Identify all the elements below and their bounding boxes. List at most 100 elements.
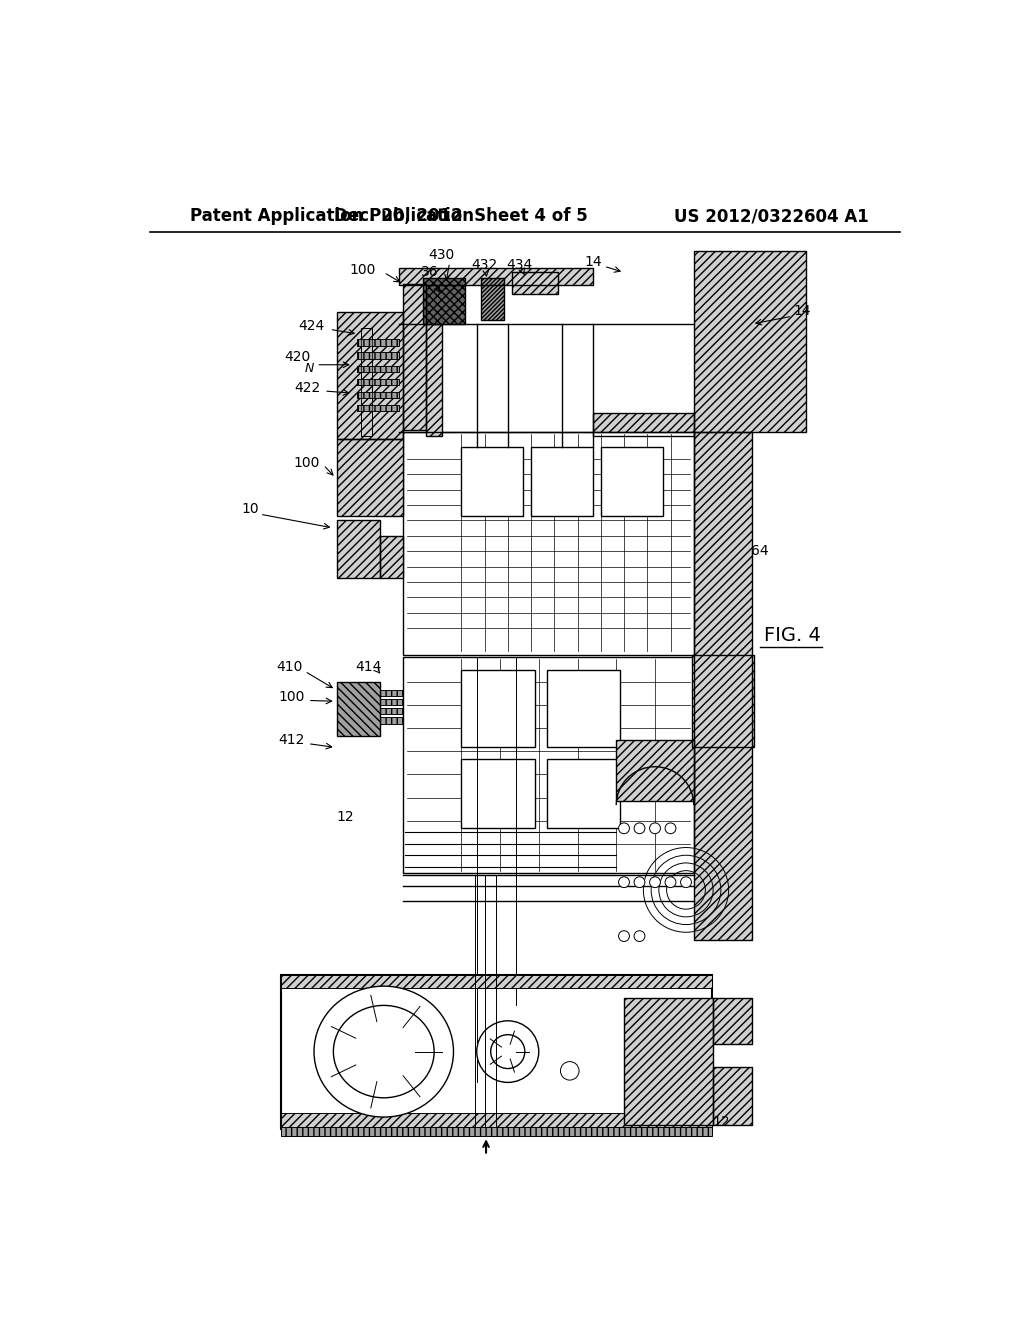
Circle shape: [634, 931, 645, 941]
Bar: [282, 974, 712, 989]
Text: 14: 14: [584, 255, 602, 269]
Bar: [380, 689, 403, 696]
Bar: [693, 432, 752, 940]
Circle shape: [618, 876, 630, 887]
Bar: [337, 520, 380, 578]
Bar: [693, 251, 806, 432]
Bar: [403, 284, 426, 430]
Text: 12: 12: [336, 809, 354, 824]
Bar: [423, 277, 465, 323]
Bar: [380, 700, 403, 705]
Bar: [624, 998, 713, 1125]
Text: 412: 412: [279, 733, 305, 747]
Bar: [547, 671, 621, 747]
Bar: [403, 432, 693, 655]
Bar: [713, 998, 752, 1044]
Text: Patent Application Publication: Patent Application Publication: [190, 207, 474, 226]
Text: 420: 420: [284, 350, 310, 364]
Bar: [547, 759, 621, 829]
Bar: [692, 655, 755, 747]
Bar: [380, 718, 403, 723]
Text: 430: 430: [429, 248, 455, 261]
Circle shape: [681, 876, 691, 887]
Bar: [380, 718, 403, 723]
Bar: [512, 272, 558, 294]
Bar: [337, 682, 380, 737]
Circle shape: [634, 876, 645, 887]
Text: 434: 434: [506, 257, 532, 272]
Bar: [356, 405, 399, 411]
Text: 410: 410: [276, 660, 302, 673]
Bar: [282, 1127, 712, 1137]
Bar: [356, 392, 399, 397]
Text: 422: 422: [294, 381, 321, 395]
Circle shape: [618, 822, 630, 834]
Bar: [337, 682, 380, 737]
Bar: [593, 412, 693, 436]
Bar: [480, 277, 504, 321]
Bar: [713, 1067, 752, 1125]
Text: N: N: [304, 362, 314, 375]
Text: Dec. 20, 2012  Sheet 4 of 5: Dec. 20, 2012 Sheet 4 of 5: [335, 207, 588, 226]
Bar: [624, 998, 713, 1125]
Bar: [403, 657, 693, 873]
Text: 100: 100: [294, 455, 321, 470]
Bar: [531, 447, 593, 516]
Bar: [399, 268, 593, 285]
Bar: [692, 655, 755, 747]
Text: 36: 36: [422, 265, 439, 280]
Text: US 2012/0322604 A1: US 2012/0322604 A1: [674, 207, 868, 226]
Bar: [282, 1113, 712, 1127]
Bar: [356, 392, 399, 397]
Ellipse shape: [334, 1006, 434, 1098]
Bar: [593, 412, 693, 436]
Bar: [356, 352, 399, 359]
Bar: [512, 272, 558, 294]
Bar: [337, 520, 380, 578]
Bar: [356, 379, 399, 385]
Bar: [616, 739, 693, 801]
Bar: [356, 352, 399, 359]
Bar: [356, 366, 399, 372]
Text: 100: 100: [279, 690, 305, 705]
Bar: [356, 405, 399, 411]
Bar: [480, 277, 504, 321]
Bar: [713, 998, 752, 1044]
Bar: [380, 536, 403, 578]
Circle shape: [490, 1035, 524, 1069]
Bar: [461, 759, 535, 829]
Circle shape: [665, 822, 676, 834]
Bar: [616, 739, 693, 801]
Text: 424: 424: [298, 319, 324, 333]
Bar: [693, 432, 752, 940]
Bar: [337, 313, 403, 440]
Bar: [356, 339, 399, 346]
Text: 100: 100: [349, 263, 376, 277]
Bar: [360, 327, 372, 436]
Text: FIG. 4: FIG. 4: [764, 626, 820, 645]
Text: 414: 414: [355, 660, 381, 673]
Bar: [426, 323, 442, 436]
Bar: [423, 277, 465, 323]
Bar: [380, 536, 403, 578]
Circle shape: [665, 876, 676, 887]
Bar: [380, 700, 403, 705]
Bar: [380, 708, 403, 714]
Bar: [356, 379, 399, 385]
Circle shape: [649, 822, 660, 834]
Bar: [337, 440, 403, 516]
Bar: [399, 268, 593, 285]
Bar: [426, 323, 442, 436]
Bar: [380, 708, 403, 714]
Text: 432: 432: [471, 257, 498, 272]
Bar: [337, 440, 403, 516]
Circle shape: [634, 822, 645, 834]
Circle shape: [649, 876, 660, 887]
Bar: [601, 447, 663, 516]
Circle shape: [618, 931, 630, 941]
Bar: [356, 339, 399, 346]
Bar: [380, 689, 403, 696]
Bar: [403, 284, 426, 430]
Text: 64: 64: [751, 544, 768, 558]
Text: 12: 12: [712, 1115, 730, 1130]
